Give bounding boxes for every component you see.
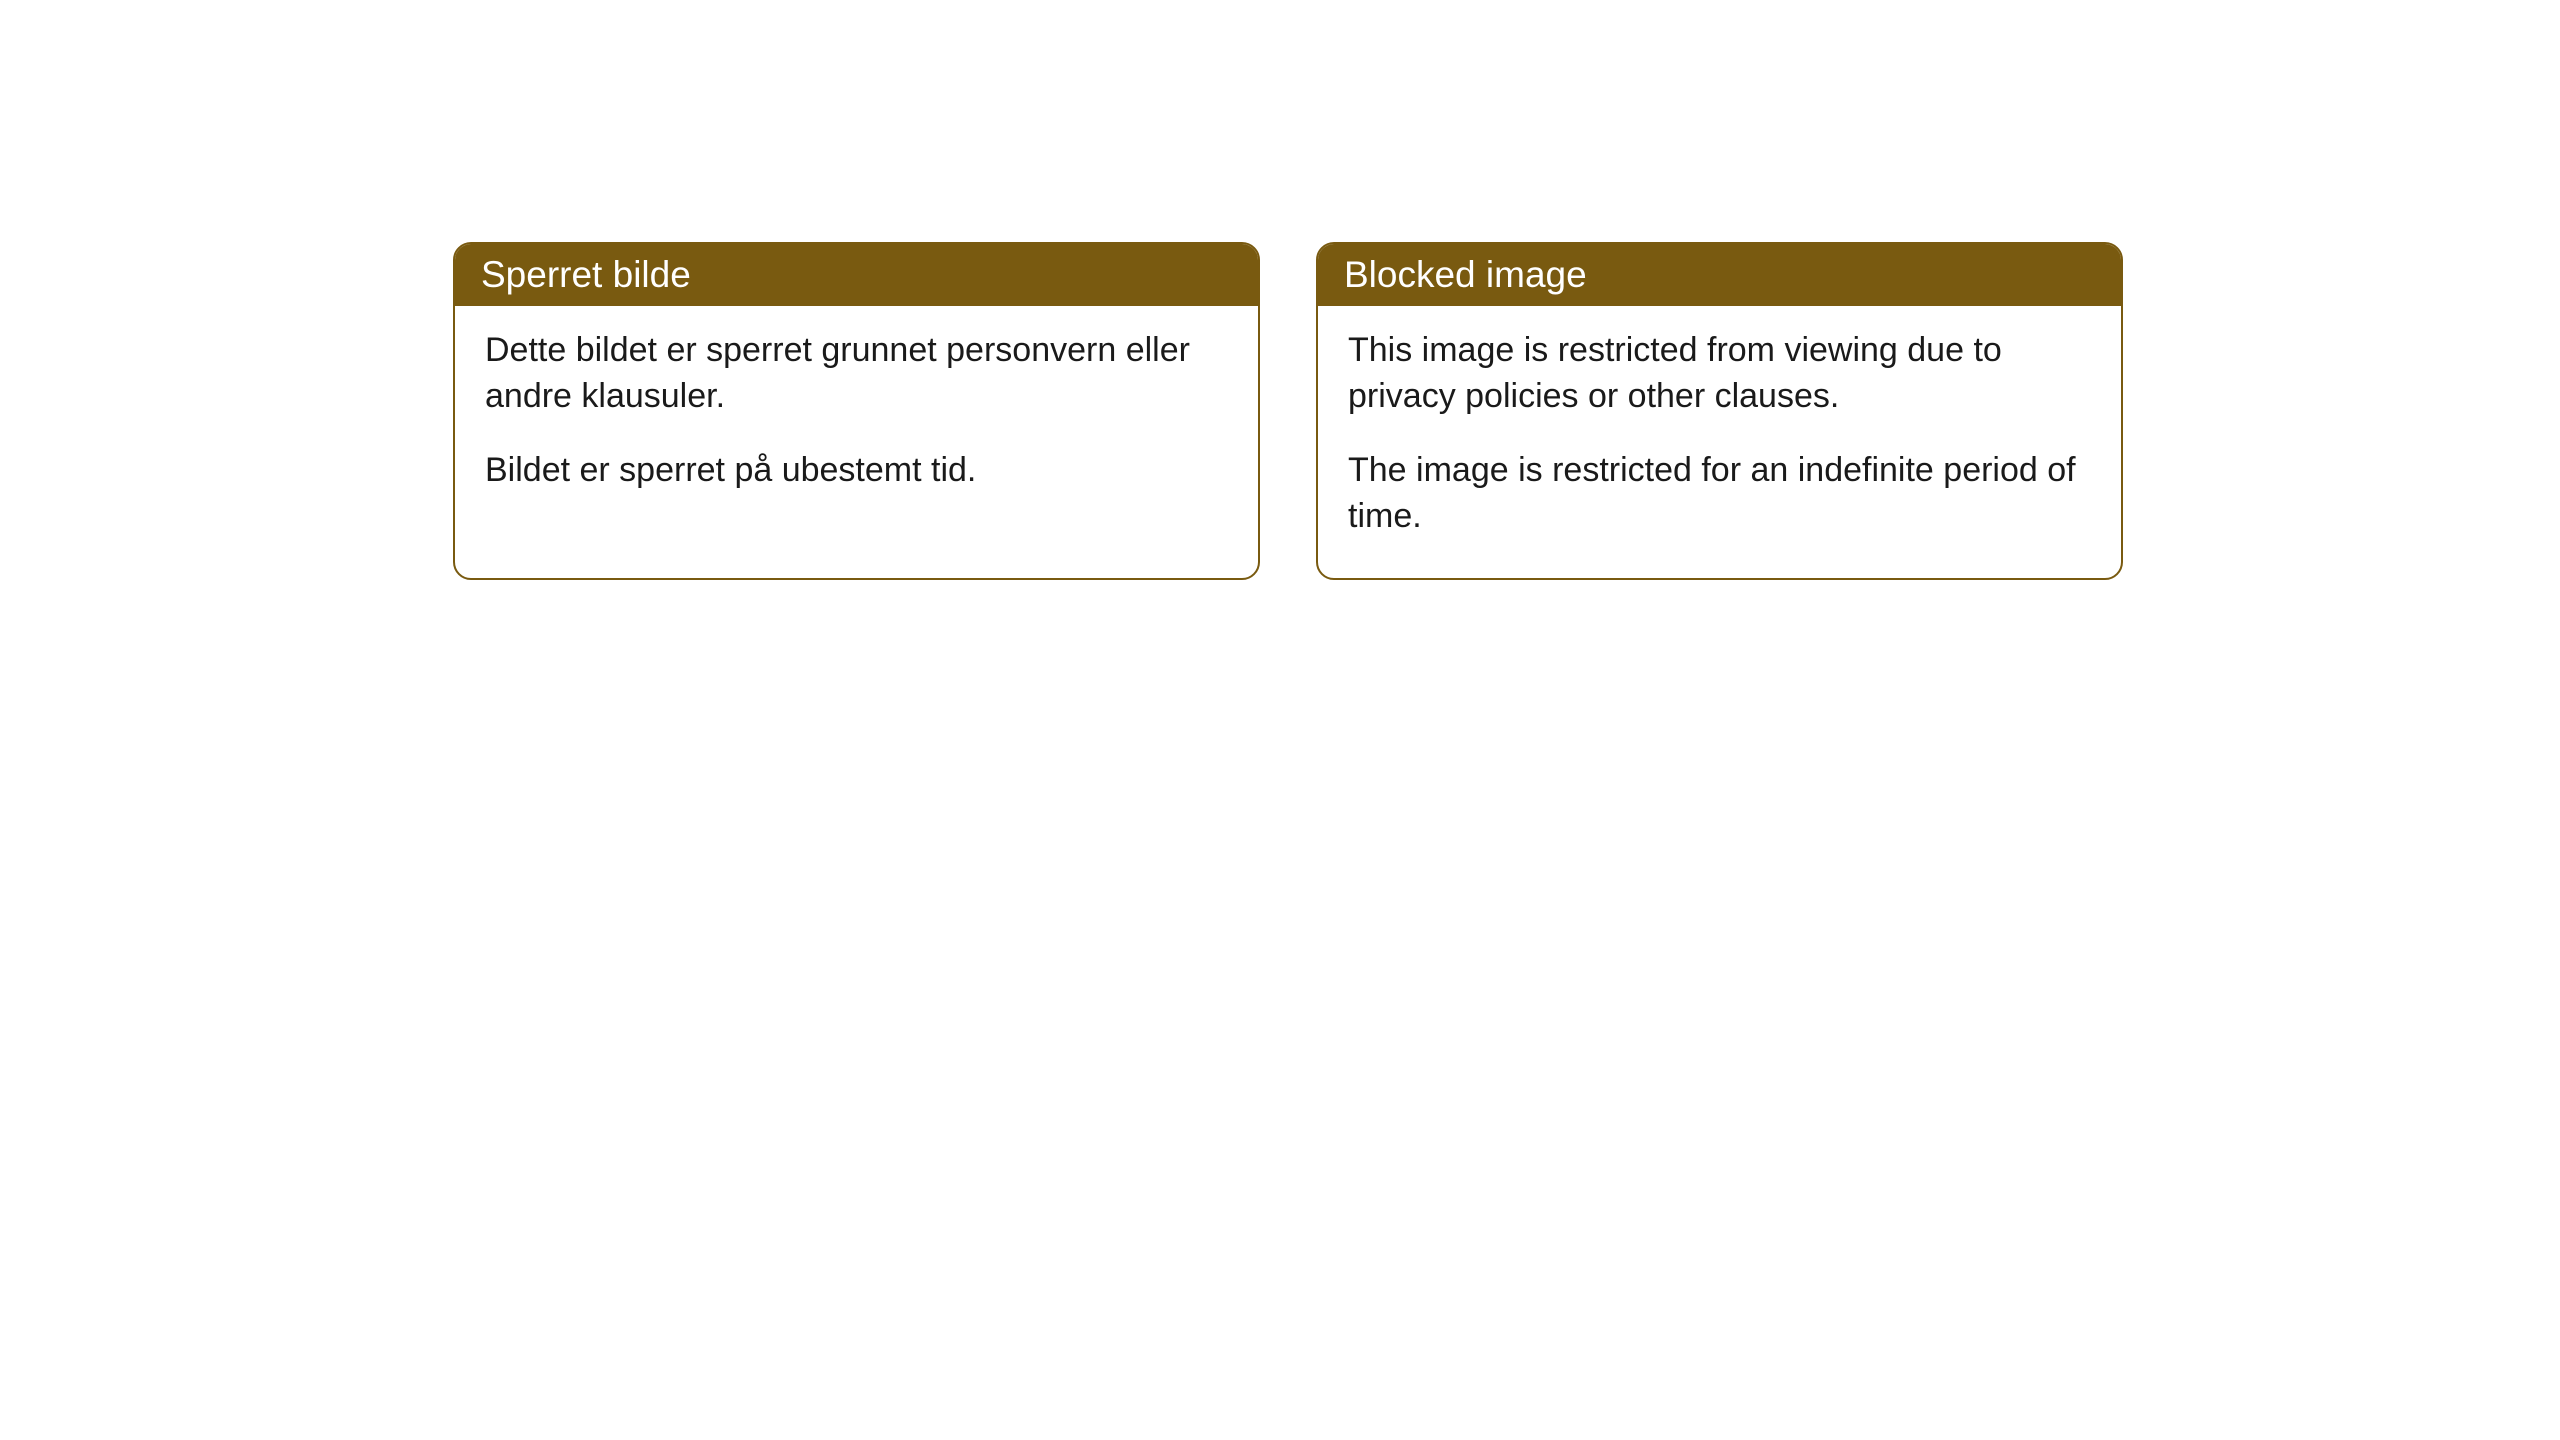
card-paragraph: Dette bildet er sperret grunnet personve… <box>485 328 1228 420</box>
card-header: Blocked image <box>1318 244 2121 306</box>
card-title: Blocked image <box>1344 254 1587 295</box>
card-body: Dette bildet er sperret grunnet personve… <box>455 306 1258 532</box>
notice-card-english: Blocked image This image is restricted f… <box>1316 242 2123 580</box>
notice-cards-container: Sperret bilde Dette bildet er sperret gr… <box>453 242 2123 580</box>
card-paragraph: Bildet er sperret på ubestemt tid. <box>485 448 1228 494</box>
card-body: This image is restricted from viewing du… <box>1318 306 2121 578</box>
card-title: Sperret bilde <box>481 254 691 295</box>
card-paragraph: The image is restricted for an indefinit… <box>1348 448 2091 540</box>
card-paragraph: This image is restricted from viewing du… <box>1348 328 2091 420</box>
card-header: Sperret bilde <box>455 244 1258 306</box>
notice-card-norwegian: Sperret bilde Dette bildet er sperret gr… <box>453 242 1260 580</box>
